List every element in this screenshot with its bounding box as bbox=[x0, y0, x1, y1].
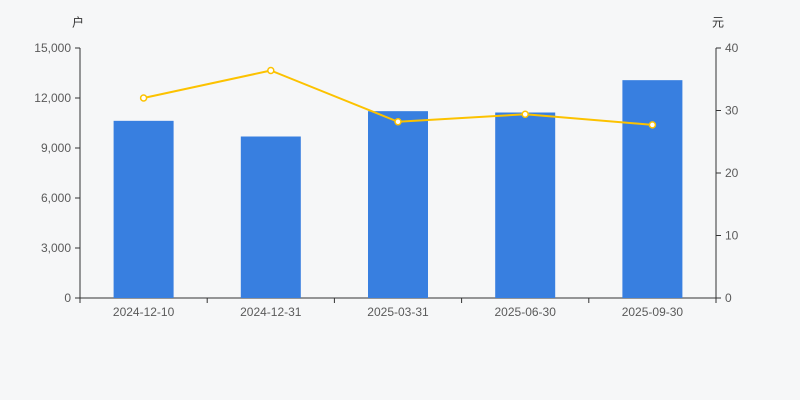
line-marker[interactable] bbox=[521, 110, 529, 118]
left-axis-tick-label: 3,000 bbox=[41, 241, 71, 255]
left-axis-tick-label: 0 bbox=[64, 291, 71, 305]
bar[interactable] bbox=[622, 80, 683, 299]
right-axis-tick-label: 40 bbox=[725, 41, 739, 55]
left-axis-tick-label: 12,000 bbox=[34, 91, 71, 105]
x-axis-category-label: 2024-12-10 bbox=[113, 305, 175, 319]
bar[interactable] bbox=[240, 136, 301, 299]
left-axis-tick-label: 9,000 bbox=[41, 141, 71, 155]
right-axis-tick-label: 30 bbox=[725, 104, 739, 118]
line-marker[interactable] bbox=[394, 118, 402, 126]
left-axis-tick-label: 6,000 bbox=[41, 191, 71, 205]
right-axis-tick-label: 0 bbox=[725, 291, 732, 305]
line-marker[interactable] bbox=[139, 94, 148, 102]
bar[interactable] bbox=[368, 111, 428, 299]
x-axis-category-label: 2024-12-31 bbox=[240, 305, 302, 319]
left-axis-tick-label: 15,000 bbox=[34, 41, 71, 55]
right-axis-tick-label: 10 bbox=[725, 229, 739, 243]
left-axis-title: 户 bbox=[71, 15, 85, 30]
x-axis-category-label: 2025-09-30 bbox=[622, 305, 684, 319]
right-axis-tick-label: 20 bbox=[725, 166, 739, 180]
x-axis-category-label: 2025-03-31 bbox=[367, 305, 429, 319]
x-axis-category-label: 2025-06-30 bbox=[495, 305, 557, 319]
bar[interactable] bbox=[113, 120, 174, 298]
right-axis-title: 元 bbox=[711, 15, 725, 30]
bar[interactable] bbox=[495, 112, 556, 299]
line-marker[interactable] bbox=[267, 66, 275, 75]
line-marker[interactable] bbox=[648, 121, 657, 129]
